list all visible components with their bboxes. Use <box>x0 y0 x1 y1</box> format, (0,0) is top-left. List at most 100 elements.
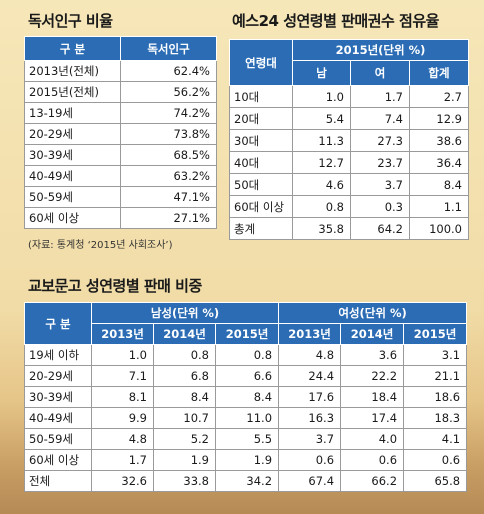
table-row: 13-19세 74.2% <box>24 102 217 124</box>
row-value: 21.1 <box>403 365 468 387</box>
row-value: 18.6 <box>403 386 468 408</box>
row-value: 4.1 <box>403 428 468 450</box>
row-value: 34.2 <box>214 470 280 492</box>
row-value: 0.8 <box>153 344 216 366</box>
row-value: 10.7 <box>153 407 216 429</box>
t2-header-age: 연령대 <box>229 39 293 86</box>
row-value: 7.4 <box>350 107 410 130</box>
row-value: 3.7 <box>278 428 342 450</box>
row-value: 2.7 <box>409 85 469 108</box>
row-value: 68.5% <box>120 144 217 166</box>
table-row: 10대 1.0 1.7 2.7 <box>229 85 469 108</box>
row-value: 47.1% <box>120 186 217 208</box>
t2-header-male: 남 <box>292 60 351 86</box>
yes24-share-table: 연령대 2015년(단위 %) 남 여 합계 10대 1.0 1.7 2.7 20대 5.… <box>229 39 469 240</box>
year-header: 2013년 <box>91 323 154 345</box>
table-row: 2013년(전체) 62.4% <box>24 60 217 82</box>
row-value: 8.4 <box>153 386 216 408</box>
row-label: 40-49세 <box>24 165 121 187</box>
row-value: 7.1 <box>91 365 154 387</box>
table-row: 30-39세 68.5% <box>24 144 217 166</box>
table-row: 40-49세 9.9 10.7 11.0 16.3 17.4 18.3 <box>24 407 468 429</box>
row-value: 64.2 <box>350 217 410 240</box>
table-row: 50-59세 4.8 5.2 5.5 3.7 4.0 4.1 <box>24 428 468 450</box>
t1-header-reading: 독서인구 <box>120 36 217 61</box>
t3-header-category: 구 분 <box>24 302 92 345</box>
table-row: 2015년(전체) 56.2% <box>24 81 217 103</box>
year-header: 2015년 <box>403 323 468 345</box>
row-label: 60대 이상 <box>229 195 293 218</box>
row-value: 66.2 <box>340 470 405 492</box>
row-label: 50대 <box>229 173 293 196</box>
t3-header-male-group: 남성(단위 %) <box>90 302 280 324</box>
row-label: 30-39세 <box>24 144 121 166</box>
row-label: 19세 이하 <box>24 344 92 366</box>
row-value: 0.6 <box>340 449 405 471</box>
row-label: 60세 이상 <box>24 449 92 471</box>
row-value: 3.6 <box>340 344 405 366</box>
row-value: 35.8 <box>292 217 351 240</box>
row-value: 8.4 <box>409 173 469 196</box>
row-label: 50-59세 <box>24 186 121 208</box>
row-value: 4.8 <box>91 428 154 450</box>
row-value: 100.0 <box>409 217 469 240</box>
row-value: 11.0 <box>214 407 280 429</box>
row-label: 10대 <box>229 85 293 108</box>
table-row: 60세 이상 1.7 1.9 1.9 0.6 0.6 0.6 <box>24 449 468 471</box>
t1-header-category: 구 분 <box>24 36 121 61</box>
row-value: 6.6 <box>214 365 280 387</box>
row-label: 2015년(전체) <box>24 81 121 103</box>
row-label: 50-59세 <box>24 428 92 450</box>
row-value: 8.4 <box>214 386 280 408</box>
table-row: 20대 5.4 7.4 12.9 <box>229 107 469 130</box>
table-row: 전체 32.6 33.8 34.2 67.4 66.2 65.8 <box>24 470 468 492</box>
row-value: 12.7 <box>292 151 351 174</box>
row-value: 5.4 <box>292 107 351 130</box>
row-value: 12.9 <box>409 107 469 130</box>
table-row: 30-39세 8.1 8.4 8.4 17.6 18.4 18.6 <box>24 386 468 408</box>
row-label: 20-29세 <box>24 123 121 145</box>
row-value: 65.8 <box>403 470 468 492</box>
row-value: 38.6 <box>409 129 469 152</box>
row-value: 22.2 <box>340 365 405 387</box>
year-header: 2013년 <box>278 323 342 345</box>
row-value: 23.7 <box>350 151 410 174</box>
row-value: 6.8 <box>153 365 216 387</box>
row-value: 27.3 <box>350 129 410 152</box>
row-label: 총계 <box>229 217 293 240</box>
table-row: 50대 4.6 3.7 8.4 <box>229 173 469 196</box>
row-value: 5.5 <box>214 428 280 450</box>
row-value: 0.6 <box>278 449 342 471</box>
row-label: 40대 <box>229 151 293 174</box>
row-value: 8.1 <box>91 386 154 408</box>
table-row: 40-49세 63.2% <box>24 165 217 187</box>
row-value: 4.6 <box>292 173 351 196</box>
table-row: 20-29세 7.1 6.8 6.6 24.4 22.2 21.1 <box>24 365 468 387</box>
table-row: 60대 이상 0.8 0.3 1.1 <box>229 195 469 218</box>
table-row: 30대 11.3 27.3 38.6 <box>229 129 469 152</box>
row-value: 17.4 <box>340 407 405 429</box>
row-value: 17.6 <box>278 386 342 408</box>
kyobo-share-table: 구 분 남성(단위 %) 여성(단위 %) 2013년 2014년 2015년 201… <box>24 302 468 492</box>
row-value: 0.6 <box>403 449 468 471</box>
row-value: 27.1% <box>120 207 217 229</box>
row-label: 20대 <box>229 107 293 130</box>
table-row: 40대 12.7 23.7 36.4 <box>229 151 469 174</box>
row-value: 1.9 <box>214 449 280 471</box>
row-value: 0.8 <box>214 344 280 366</box>
table-row: 50-59세 47.1% <box>24 186 217 208</box>
row-label: 40-49세 <box>24 407 92 429</box>
row-value: 63.2% <box>120 165 217 187</box>
row-label: 전체 <box>24 470 92 492</box>
table2-title: 예스24 성연령별 판매권수 점유율 <box>232 12 439 30</box>
year-header: 2015년 <box>214 323 280 345</box>
row-label: 13-19세 <box>24 102 121 124</box>
table1-title: 독서인구 비율 <box>28 12 113 30</box>
row-value: 0.8 <box>292 195 351 218</box>
row-value: 4.0 <box>340 428 405 450</box>
row-value: 67.4 <box>278 470 342 492</box>
row-value: 1.9 <box>153 449 216 471</box>
row-value: 62.4% <box>120 60 217 82</box>
table3-title: 교보문고 성연령별 판매 비중 <box>28 277 202 295</box>
t2-header-female: 여 <box>350 60 410 86</box>
